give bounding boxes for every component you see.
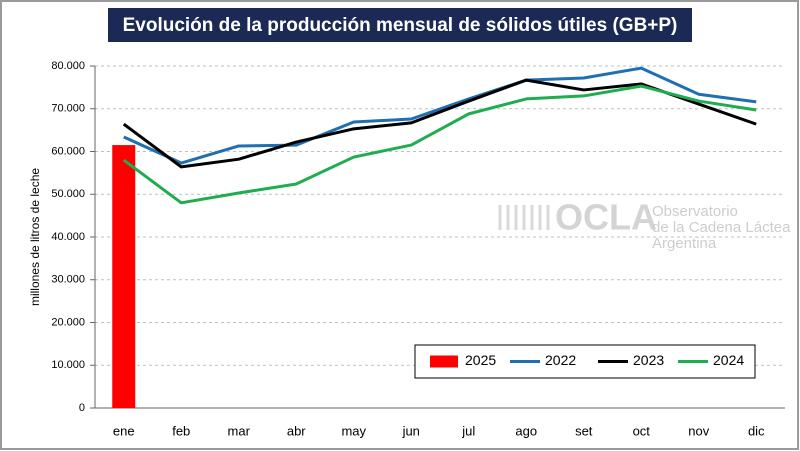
legend-key [430,355,458,368]
y-tick-label: 40.000 [51,231,85,243]
y-tick-label: 10.000 [51,359,85,371]
y-tick-label: 0 [79,402,85,414]
x-tick-label: oct [633,423,651,438]
y-tick-label: 70.000 [51,103,85,115]
y-axis-label: millones de litros de leche [28,168,42,306]
x-tick-label: may [341,423,366,438]
x-tick-label: jun [402,423,420,438]
watermark: OCLA Observatorio de la Cadena Láctea Ar… [498,197,791,252]
y-tick-label: 50.000 [51,188,85,200]
y-tick-label: 30.000 [51,274,85,286]
x-tick-label: dic [748,423,765,438]
watermark-icon [498,205,550,230]
x-tick-label: ene [113,423,135,438]
bar [112,145,136,408]
legend-label: 2023 [633,352,664,368]
watermark-text: de la Cadena Láctea [652,219,791,236]
legend-label: 2022 [545,352,576,368]
chart-title: Evolución de la producción mensual de só… [123,15,678,36]
x-tick-label: feb [172,423,190,438]
legend-label: 2025 [465,352,496,368]
y-tick-label: 60.000 [51,145,85,157]
legend-label: 2024 [713,352,744,368]
x-tick-label: jul [461,423,475,438]
x-tick-label: mar [228,423,251,438]
watermark-text: Argentina [652,235,717,252]
watermark-text: Observatorio [652,203,738,220]
x-tick-label: nov [688,423,709,438]
line-series [122,84,757,205]
y-tick-label: 20.000 [51,316,85,328]
x-tick-label: set [575,423,593,438]
x-tick-label: abr [287,423,306,438]
title-banner [108,8,692,42]
line-series [123,66,757,165]
watermark-logo: OCLA [555,197,657,238]
y-tick-label: 80.000 [51,60,85,72]
x-tick-label: ago [515,423,537,438]
